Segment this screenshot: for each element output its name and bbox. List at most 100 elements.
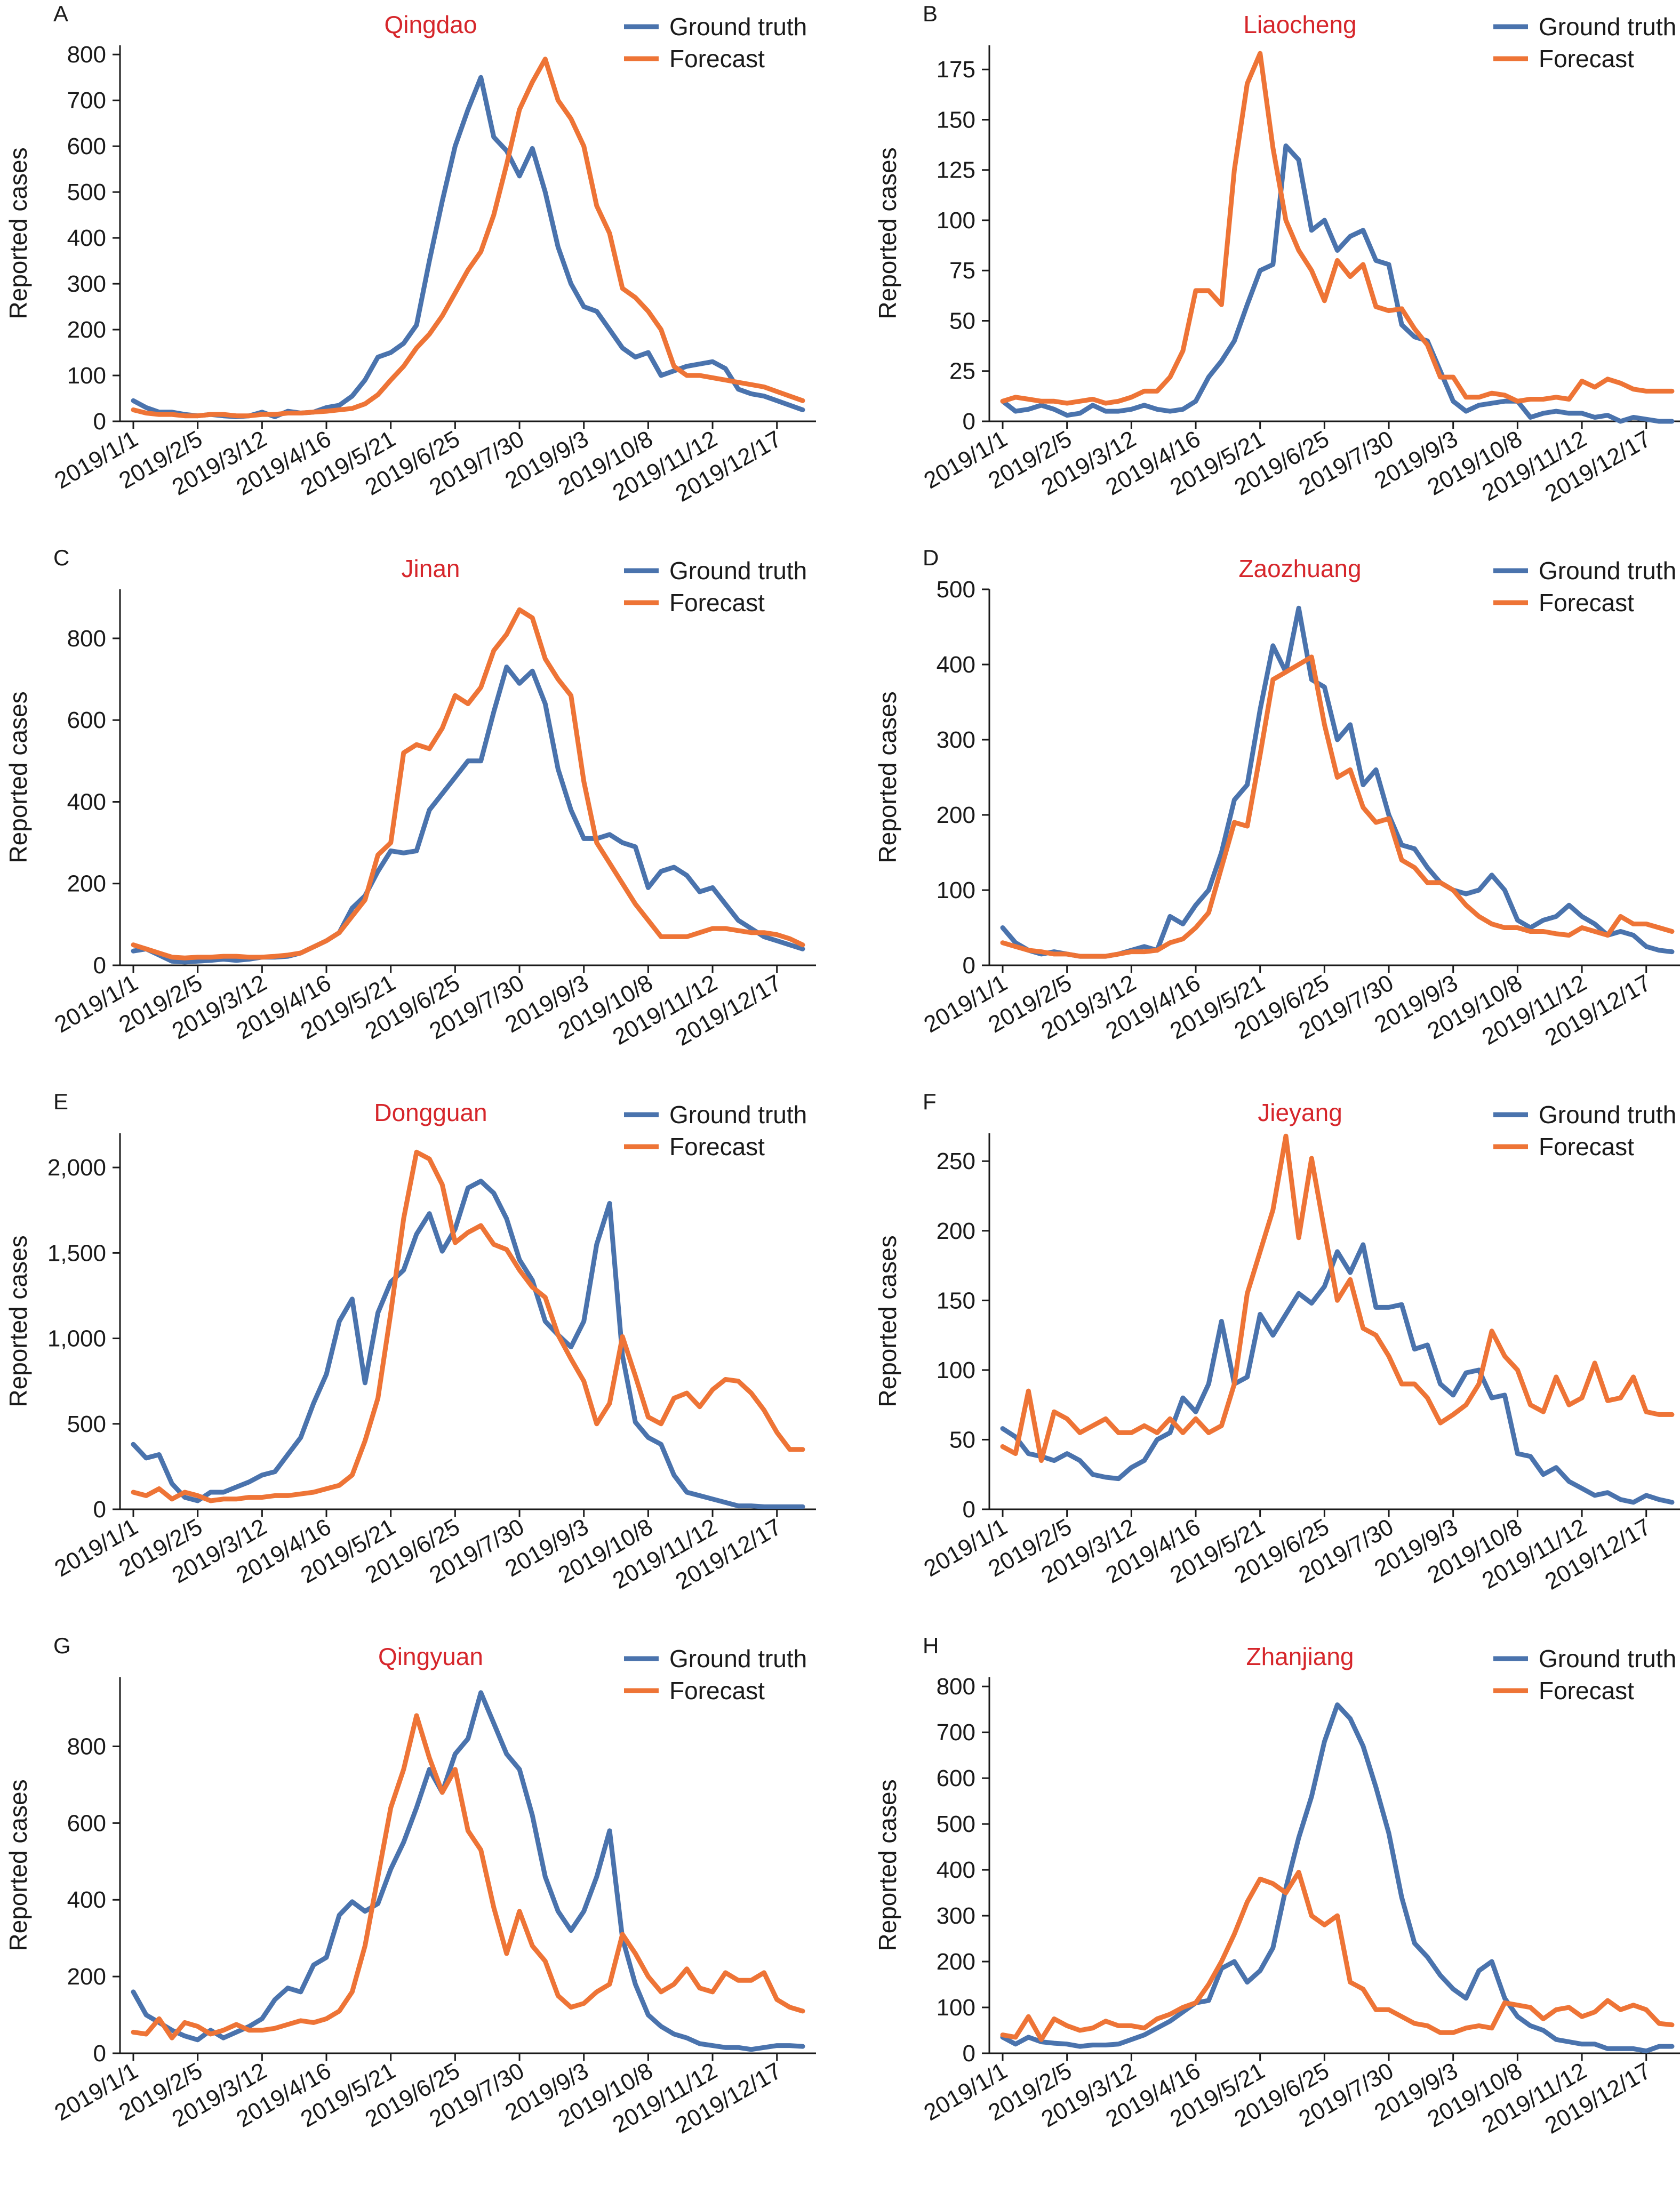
y-tick-label: 0 <box>963 2040 975 2067</box>
y-tick-label: 100 <box>937 1357 975 1383</box>
y-tick-label: 400 <box>67 1887 106 1913</box>
ground-truth-line <box>131 1179 805 1509</box>
panel-letter: H <box>923 1633 939 1658</box>
y-tick-label: 400 <box>67 225 106 251</box>
legend-ground-truth-label: Ground truth <box>669 13 807 41</box>
y-tick-label: 600 <box>67 133 106 159</box>
y-axis-label: Reported cases <box>4 691 32 863</box>
forecast-line <box>1000 654 1675 959</box>
legend-forecast-label: Forecast <box>1539 45 1634 73</box>
legend-forecast-label: Forecast <box>669 1677 765 1704</box>
panel-title: Jinan <box>402 555 460 582</box>
y-axis-label: Reported cases <box>874 1235 901 1407</box>
legend: Ground truth Forecast <box>1493 13 1676 73</box>
y-axis-label: Reported cases <box>874 1779 901 1951</box>
y-tick-label: 150 <box>937 107 975 133</box>
y-tick-label: 600 <box>67 1810 106 1836</box>
y-tick-label: 0 <box>963 1496 975 1523</box>
y-tick-label: 200 <box>937 1949 975 1975</box>
y-tick-label: 800 <box>67 1733 106 1759</box>
y-tick-label: 75 <box>949 258 975 284</box>
legend-ground-truth-label: Ground truth <box>669 1645 807 1672</box>
legend-ground-truth-label: Ground truth <box>1539 557 1676 585</box>
legend-forecast-label: Forecast <box>669 589 765 617</box>
y-tick-label: 150 <box>937 1287 975 1314</box>
y-tick-label: 0 <box>93 953 106 979</box>
forecast-line <box>131 1149 805 1503</box>
legend: Ground truth Forecast <box>624 1101 807 1160</box>
y-tick-label: 700 <box>67 87 106 114</box>
panel-letter: G <box>53 1633 71 1658</box>
y-axis-label: Reported cases <box>4 1235 32 1407</box>
panel-title: Jieyang <box>1258 1099 1342 1126</box>
y-tick-label: 200 <box>67 871 106 897</box>
ground-truth-line <box>131 665 805 965</box>
forecast-line <box>1000 51 1675 406</box>
y-tick-label: 0 <box>93 1496 106 1523</box>
y-tick-label: 175 <box>937 57 975 83</box>
panel-letter: B <box>923 1 938 26</box>
y-tick-label: 400 <box>67 789 106 815</box>
panel-e: E Dongguan 0 500 1,000 1,500 2,000 Reported cas… <box>4 1089 816 1595</box>
y-tick-label: 0 <box>963 953 975 979</box>
panel-h: H Zhanjiang 0 100 200 300 400 500 600 700 800 Repor… <box>874 1633 1680 2139</box>
y-axis-label: Reported cases <box>874 147 901 319</box>
y-axis-label: Reported cases <box>874 691 901 863</box>
y-tick-label: 300 <box>937 1903 975 1929</box>
ground-truth-line <box>131 75 805 419</box>
y-tick-label: 0 <box>963 409 975 435</box>
y-tick-label: 600 <box>937 1765 975 1791</box>
panel-letter: F <box>923 1089 937 1114</box>
y-tick-label: 200 <box>67 1964 106 1990</box>
y-tick-label: 2,000 <box>47 1155 106 1181</box>
panel-b: B Liaocheng 0 25 50 75 100 125 150 175 Reported ca… <box>874 1 1680 507</box>
ground-truth-line <box>131 1690 805 2052</box>
y-tick-label: 400 <box>937 652 975 678</box>
forecast-line <box>131 1713 805 2040</box>
legend-ground-truth-label: Ground truth <box>1539 1101 1676 1128</box>
panel-d: D Zaozhuang 0 100 200 300 400 500 Reported cases… <box>874 545 1680 1051</box>
ground-truth-line <box>1000 143 1675 424</box>
panel-letter: E <box>53 1089 68 1114</box>
y-tick-label: 0 <box>93 2040 106 2067</box>
legend: Ground truth Forecast <box>1493 1645 1676 1704</box>
y-tick-label: 0 <box>93 409 106 435</box>
y-tick-label: 800 <box>67 626 106 652</box>
y-axis-label: Reported cases <box>4 1779 32 1951</box>
forecast-line <box>1000 1869 1675 2042</box>
y-tick-label: 250 <box>937 1148 975 1174</box>
panel-title: Zhanjiang <box>1246 1643 1354 1670</box>
legend: Ground truth Forecast <box>624 13 807 73</box>
ground-truth-line <box>1000 605 1675 959</box>
panel-a: A Qingdao 0 100 200 300 400 500 600 700 800 Reporte… <box>4 1 816 507</box>
legend-forecast-label: Forecast <box>1539 1677 1634 1704</box>
forecast-line <box>1000 1133 1675 1463</box>
y-tick-label: 300 <box>67 271 106 297</box>
y-tick-label: 200 <box>67 317 106 343</box>
legend: Ground truth Forecast <box>1493 557 1676 617</box>
y-tick-label: 700 <box>937 1719 975 1746</box>
ground-truth-line <box>1000 1702 1675 2054</box>
y-tick-label: 500 <box>937 1811 975 1837</box>
legend: Ground truth Forecast <box>1493 1101 1676 1160</box>
y-tick-label: 1,500 <box>47 1240 106 1266</box>
legend: Ground truth Forecast <box>624 557 807 617</box>
legend-forecast-label: Forecast <box>669 1133 765 1160</box>
y-tick-label: 500 <box>67 1411 106 1437</box>
y-tick-label: 600 <box>67 707 106 733</box>
panel-title: Qingdao <box>385 11 477 38</box>
legend-forecast-label: Forecast <box>1539 589 1634 617</box>
panel-letter: D <box>923 545 939 570</box>
y-tick-label: 500 <box>67 179 106 205</box>
forecast-line <box>131 607 805 961</box>
legend-ground-truth-label: Ground truth <box>1539 13 1676 41</box>
panel-title: Zaozhuang <box>1238 555 1361 582</box>
legend-ground-truth-label: Ground truth <box>669 1101 807 1128</box>
legend-forecast-label: Forecast <box>669 45 765 73</box>
y-tick-label: 1,000 <box>47 1326 106 1352</box>
y-tick-label: 100 <box>937 877 975 903</box>
